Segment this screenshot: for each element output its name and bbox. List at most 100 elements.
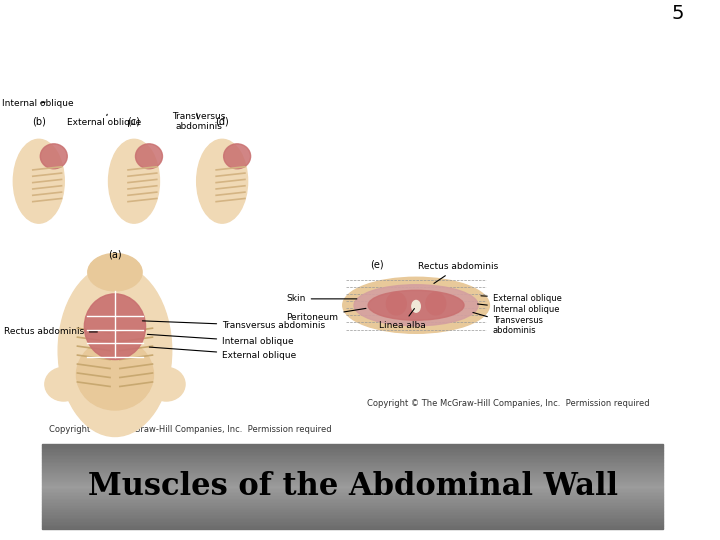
Ellipse shape: [88, 253, 142, 291]
Ellipse shape: [76, 339, 153, 410]
Bar: [42, 460, 663, 461]
Bar: [42, 482, 663, 484]
Bar: [42, 475, 663, 477]
Bar: [42, 489, 663, 491]
Bar: [42, 524, 663, 525]
Ellipse shape: [40, 144, 67, 169]
Bar: [42, 501, 663, 502]
Bar: [42, 477, 663, 478]
Bar: [42, 498, 663, 500]
Bar: [42, 461, 663, 462]
Bar: [42, 481, 663, 482]
Text: Rectus abdominis: Rectus abdominis: [418, 262, 498, 284]
Bar: [42, 514, 663, 515]
Bar: [42, 447, 663, 448]
Bar: [42, 521, 663, 522]
Bar: [42, 474, 663, 475]
Bar: [42, 509, 663, 511]
Bar: [42, 502, 663, 504]
Text: Copyright © The McGraw-Hill Companies, Inc.  Permission required: Copyright © The McGraw-Hill Companies, I…: [366, 399, 649, 408]
Bar: [42, 478, 663, 480]
Ellipse shape: [426, 293, 446, 315]
Bar: [42, 484, 663, 485]
Bar: [42, 487, 663, 488]
Text: Transversus
abdominis: Transversus abdominis: [172, 112, 225, 131]
Bar: [42, 511, 663, 512]
Text: External oblique: External oblique: [67, 114, 142, 127]
Text: (b): (b): [32, 117, 46, 127]
Bar: [42, 470, 663, 471]
Text: Transversus
abdominis: Transversus abdominis: [473, 313, 543, 335]
Bar: [42, 471, 663, 472]
Bar: [42, 468, 663, 470]
Bar: [42, 451, 663, 453]
Bar: [42, 485, 663, 487]
Bar: [42, 519, 663, 521]
Bar: [42, 480, 663, 481]
Bar: [42, 528, 663, 529]
Bar: [42, 507, 663, 508]
Bar: [42, 525, 663, 526]
Bar: [42, 505, 663, 507]
Bar: [42, 464, 663, 465]
Bar: [42, 512, 663, 514]
Ellipse shape: [58, 265, 171, 436]
Ellipse shape: [197, 139, 248, 223]
Bar: [42, 458, 663, 460]
Text: (d): (d): [215, 117, 229, 127]
Text: Muscles of the Abdominal Wall: Muscles of the Abdominal Wall: [88, 471, 618, 502]
Text: (a): (a): [108, 250, 122, 260]
Bar: [42, 522, 663, 524]
Bar: [42, 488, 663, 489]
Bar: [42, 518, 663, 519]
Text: External oblique: External oblique: [481, 294, 562, 303]
Ellipse shape: [103, 382, 127, 408]
Ellipse shape: [412, 300, 420, 312]
Ellipse shape: [224, 144, 251, 169]
Bar: [42, 504, 663, 505]
Bar: [42, 494, 663, 495]
Bar: [42, 444, 663, 446]
Bar: [42, 446, 663, 447]
Bar: [42, 472, 663, 474]
Text: External oblique: External oblique: [149, 347, 297, 360]
Ellipse shape: [13, 139, 64, 223]
Bar: [42, 454, 663, 455]
Text: 5: 5: [672, 4, 684, 23]
Bar: [42, 453, 663, 454]
Text: (e): (e): [371, 260, 384, 270]
Bar: [42, 491, 663, 492]
Bar: [42, 462, 663, 464]
Ellipse shape: [45, 367, 82, 401]
Ellipse shape: [354, 285, 478, 326]
Bar: [42, 492, 663, 494]
Bar: [42, 500, 663, 501]
Ellipse shape: [135, 144, 163, 169]
Text: Copyright © The McGraw-Hill Companies, Inc.  Permission required: Copyright © The McGraw-Hill Companies, I…: [50, 426, 332, 434]
Ellipse shape: [368, 291, 464, 320]
Ellipse shape: [84, 294, 145, 360]
Ellipse shape: [148, 367, 185, 401]
Text: Internal oblique: Internal oblique: [2, 99, 73, 108]
Bar: [42, 467, 663, 468]
Text: Transversus abdominis: Transversus abdominis: [143, 321, 325, 330]
Bar: [42, 450, 663, 451]
Bar: [42, 517, 663, 518]
Text: (c): (c): [127, 117, 140, 127]
Bar: [42, 508, 663, 509]
Text: Skin: Skin: [287, 294, 357, 303]
Bar: [42, 495, 663, 497]
Bar: [42, 457, 663, 458]
Bar: [42, 515, 663, 517]
Text: Internal oblique: Internal oblique: [477, 304, 559, 314]
Text: Linea alba: Linea alba: [379, 308, 426, 330]
Text: Rectus abdominis: Rectus abdominis: [4, 327, 97, 336]
Ellipse shape: [109, 139, 159, 223]
Bar: [42, 526, 663, 528]
Text: Peritoneum: Peritoneum: [287, 308, 366, 321]
Bar: [42, 455, 663, 457]
Ellipse shape: [343, 277, 490, 333]
Text: Internal oblique: Internal oblique: [148, 334, 294, 346]
Ellipse shape: [387, 293, 406, 315]
Bar: [42, 497, 663, 498]
